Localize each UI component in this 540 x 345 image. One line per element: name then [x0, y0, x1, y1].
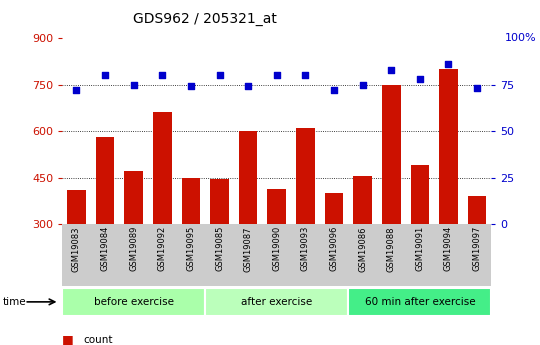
Point	[100, 72, 109, 78]
Point	[187, 83, 195, 89]
FancyBboxPatch shape	[348, 288, 491, 316]
Point	[158, 72, 166, 78]
Point	[444, 61, 453, 67]
Text: GSM19092: GSM19092	[158, 226, 167, 272]
Bar	[439, 69, 458, 224]
Text: before exercise: before exercise	[93, 297, 174, 307]
Text: GSM19089: GSM19089	[129, 226, 138, 272]
FancyBboxPatch shape	[62, 288, 205, 316]
Text: GSM19086: GSM19086	[358, 226, 367, 272]
Bar	[239, 131, 258, 224]
FancyBboxPatch shape	[205, 288, 348, 316]
Bar	[210, 179, 229, 224]
Bar	[468, 196, 487, 224]
Text: GSM19091: GSM19091	[415, 226, 424, 272]
Point	[72, 87, 81, 93]
Point	[244, 83, 252, 89]
Bar	[296, 128, 315, 224]
Point	[359, 82, 367, 87]
Text: time: time	[3, 297, 26, 307]
Text: after exercise: after exercise	[241, 297, 312, 307]
Text: GSM19084: GSM19084	[100, 226, 110, 272]
Bar	[325, 193, 343, 224]
Text: GSM19083: GSM19083	[72, 226, 81, 272]
Text: GSM19090: GSM19090	[272, 226, 281, 272]
Text: ■: ■	[62, 333, 74, 345]
Point	[472, 86, 481, 91]
Point	[387, 67, 395, 72]
Point	[301, 72, 310, 78]
Bar	[124, 171, 143, 224]
Text: GDS962 / 205321_at: GDS962 / 205321_at	[133, 12, 277, 26]
Point	[415, 76, 424, 82]
Bar	[410, 165, 429, 224]
Text: GSM19085: GSM19085	[215, 226, 224, 272]
Text: GSM19088: GSM19088	[387, 226, 396, 272]
Text: GSM19093: GSM19093	[301, 226, 310, 272]
Point	[129, 82, 138, 87]
Bar	[181, 178, 200, 224]
Bar	[382, 85, 401, 224]
Text: count: count	[84, 335, 113, 345]
Text: GSM19094: GSM19094	[444, 226, 453, 272]
Point	[215, 72, 224, 78]
Point	[273, 72, 281, 78]
Text: GSM19096: GSM19096	[329, 226, 339, 272]
Point	[329, 87, 338, 93]
Bar	[267, 188, 286, 224]
Text: GSM19097: GSM19097	[472, 226, 482, 272]
Text: GSM19087: GSM19087	[244, 226, 253, 272]
Text: 100%: 100%	[505, 33, 537, 43]
Bar	[96, 137, 114, 224]
Bar	[153, 112, 172, 224]
Bar	[67, 190, 86, 224]
Bar	[353, 176, 372, 224]
Text: GSM19095: GSM19095	[186, 226, 195, 272]
Text: 60 min after exercise: 60 min after exercise	[364, 297, 475, 307]
